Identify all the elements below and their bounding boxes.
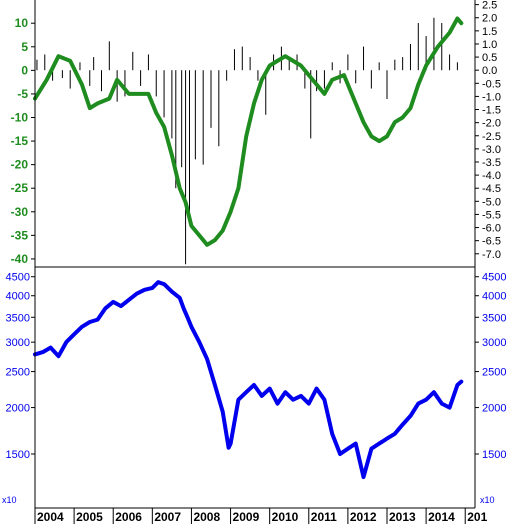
- top-right-tick-label: -4.0: [482, 170, 501, 182]
- x-tick-label: 2012: [350, 510, 377, 524]
- top-left-tick-label: -20: [11, 158, 29, 172]
- top-right-tick-label: 1.0: [482, 39, 497, 51]
- unit-label-right: x10: [480, 495, 495, 505]
- x-tick-label: 2007: [154, 510, 181, 524]
- top-right-tick-label: 0.0: [482, 65, 497, 77]
- top-line: [33, 16, 464, 247]
- bottom-left-tick-label: 3500: [6, 312, 30, 324]
- x-tick-label: 2013: [389, 510, 416, 524]
- top-right-tick-label: -2.5: [482, 131, 501, 143]
- top-right-tick-label: -6.0: [482, 223, 501, 235]
- x-tick-label: 201: [467, 510, 487, 524]
- bottom-left-tick-label: 4000: [6, 291, 30, 303]
- bottom-right-tick-label: 4500: [482, 272, 506, 284]
- x-tick-label: 2004: [37, 510, 64, 524]
- bottom-left-tick-label: 2000: [6, 403, 30, 415]
- x-tick-label: 2010: [272, 510, 299, 524]
- x-tick-label: 2011: [311, 510, 337, 524]
- x-tick-label: 2008: [193, 510, 220, 524]
- bottom-right-axis: 4500 4000 3500 3000 2500 2000 1500: [475, 272, 506, 461]
- top-right-tick-label: -1.0: [482, 91, 501, 103]
- bottom-right-tick-label: 1500: [482, 449, 506, 461]
- top-right-tick-label: 2.0: [482, 13, 497, 25]
- bottom-series-line: [33, 280, 464, 480]
- x-tick-label: 2005: [76, 510, 103, 524]
- top-right-tick-label: -1.5: [482, 105, 501, 117]
- bottom-right-tick-label: 3000: [482, 337, 506, 349]
- top-left-tick-label: -15: [11, 134, 29, 148]
- top-right-tick-label: -3.0: [482, 144, 501, 156]
- top-right-tick-label: -6.5: [482, 236, 501, 248]
- top-left-tick-label: 10: [15, 16, 29, 30]
- top-right-axis: 2.52.01.51.00.50.0-0.5-1.0-1.5-2.0-2.5-3…: [475, 0, 501, 261]
- top-left-tick-label: -30: [11, 205, 29, 219]
- bottom-left-tick-label: 2500: [6, 367, 30, 379]
- x-axis: 2004 2005 2006 2007 2008 2009 2010 2011 2012 2013…: [34, 507, 488, 524]
- bottom-right-tick-label: 2500: [482, 367, 506, 379]
- top-plot-area: [35, 0, 475, 266]
- bottom-right-tick-label: 4000: [482, 291, 506, 303]
- top-right-tick-label: -7.0: [482, 249, 501, 261]
- top-left-tick-label: -25: [11, 181, 29, 195]
- top-right-tick-label: 2.5: [482, 0, 497, 12]
- bottom-right-tick-label: 2000: [482, 403, 506, 415]
- bottom-left-tick-label: 1500: [6, 449, 30, 461]
- top-right-tick-label: -2.0: [482, 118, 501, 130]
- top-left-tick-label: 5: [21, 40, 28, 54]
- top-left-tick-label: -35: [11, 228, 29, 242]
- top-left-tick-label: 0: [21, 63, 28, 77]
- x-tick-label: 2014: [428, 510, 455, 524]
- top-right-tick-label: 0.5: [482, 52, 497, 64]
- bottom-left-tick-label: 3000: [6, 337, 30, 349]
- top-bars: [36, 17, 458, 265]
- top-left-tick-label: -5: [17, 87, 28, 101]
- top-left-axis: 10 5 0 -5 -10 -15 -20 -25 -30 -35 -40: [11, 16, 35, 266]
- bottom-panel: 4500 4000 3500 3000 2500 2000 1500 4500 4000 350…: [2, 272, 506, 505]
- bottom-left-tick-label: 4500: [6, 272, 30, 284]
- x-tick-label: 2006: [115, 510, 142, 524]
- top-right-tick-label: -0.5: [482, 78, 501, 90]
- top-panel: 10 5 0 -5 -10 -15 -20 -25 -30 -35 -40 2.52.01.51.0…: [11, 0, 501, 266]
- top-right-tick-label: -3.5: [482, 157, 501, 169]
- top-left-tick-label: -10: [11, 111, 29, 125]
- x-tick-label: 2009: [233, 510, 260, 524]
- bottom-left-axis: 4500 4000 3500 3000 2500 2000 1500: [6, 272, 35, 461]
- top-right-tick-label: -5.5: [482, 209, 501, 221]
- top-series-line: [33, 16, 464, 247]
- bottom-line: [33, 280, 464, 480]
- bottom-right-tick-label: 3500: [482, 312, 506, 324]
- top-right-tick-label: -5.0: [482, 196, 501, 208]
- top-right-tick-label: 1.5: [482, 26, 497, 38]
- top-right-tick-label: -4.5: [482, 183, 501, 195]
- top-left-tick-label: -40: [11, 252, 29, 266]
- unit-label-left: x10: [2, 495, 17, 505]
